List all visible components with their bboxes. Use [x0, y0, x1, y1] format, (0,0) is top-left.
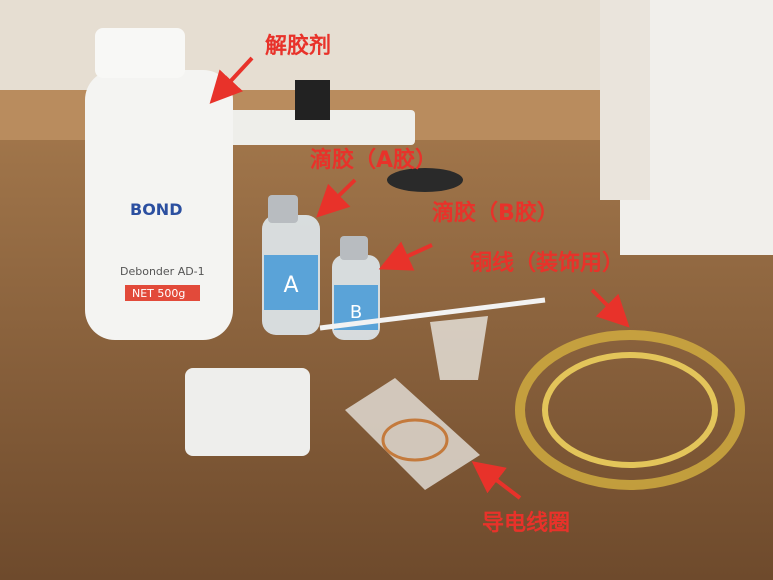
bag-side — [600, 0, 650, 200]
cable-hole — [387, 168, 463, 192]
brand-text: BOND — [130, 200, 182, 219]
annotation: 导电线圈 — [482, 510, 570, 536]
net-band — [125, 285, 200, 301]
bottle-b-letter: B — [350, 302, 362, 323]
arrows — [209, 56, 630, 500]
bottle-a-cap — [268, 195, 298, 223]
pipette — [319, 297, 546, 331]
mold — [185, 368, 310, 456]
annotation: 铜线（装饰用） — [470, 250, 624, 276]
annotation: 解胶剂 — [265, 33, 331, 59]
coil-bag — [345, 378, 480, 490]
annotation: 滴胶（A胶） — [310, 147, 437, 173]
copper-wire-inner — [542, 352, 718, 468]
product-text: Debonder AD-1 — [120, 265, 205, 278]
net-text: NET 500g — [132, 287, 185, 300]
coil — [381, 418, 449, 462]
copper-wire — [515, 330, 745, 490]
adapter — [295, 80, 330, 120]
bottle-a-letter: A — [283, 273, 298, 298]
annotation: 滴胶（B胶） — [432, 200, 559, 226]
bottle-b-cap — [340, 236, 368, 260]
power-strip — [205, 110, 415, 145]
bottle-cap — [95, 28, 185, 78]
bottle-a-label — [264, 255, 318, 310]
cup — [430, 316, 488, 380]
debonder-bottle — [85, 70, 233, 340]
